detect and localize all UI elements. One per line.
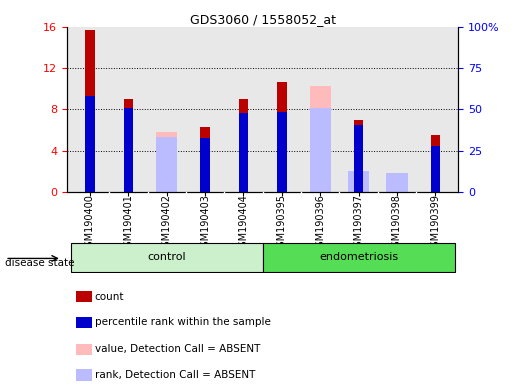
- Text: value, Detection Call = ABSENT: value, Detection Call = ABSENT: [95, 344, 260, 354]
- Text: rank, Detection Call = ABSENT: rank, Detection Call = ABSENT: [95, 370, 255, 380]
- Bar: [354, 120, 364, 192]
- Bar: [310, 86, 331, 192]
- Text: GSM190403: GSM190403: [200, 195, 210, 253]
- Bar: [200, 127, 210, 192]
- Bar: [76, 344, 92, 355]
- Bar: [310, 108, 331, 192]
- Text: GSM190402: GSM190402: [162, 195, 171, 253]
- Bar: [156, 137, 177, 192]
- Bar: [85, 30, 95, 192]
- Bar: [354, 125, 364, 192]
- Text: control: control: [147, 252, 186, 262]
- Text: endometriosis: endometriosis: [319, 252, 398, 262]
- Bar: [76, 369, 92, 381]
- Bar: [431, 146, 440, 192]
- Bar: [200, 138, 210, 192]
- Bar: [76, 317, 92, 328]
- Bar: [386, 174, 407, 192]
- Text: disease state: disease state: [5, 258, 75, 268]
- Text: GSM190398: GSM190398: [392, 195, 402, 253]
- Title: GDS3060 / 1558052_at: GDS3060 / 1558052_at: [190, 13, 336, 26]
- Bar: [124, 99, 133, 192]
- FancyBboxPatch shape: [263, 243, 455, 272]
- Text: GSM190404: GSM190404: [238, 195, 248, 253]
- Bar: [238, 99, 248, 192]
- Bar: [238, 113, 248, 192]
- Bar: [386, 187, 407, 192]
- Text: GSM190401: GSM190401: [124, 195, 133, 253]
- Text: GSM190397: GSM190397: [354, 195, 364, 253]
- Text: GSM190399: GSM190399: [431, 195, 440, 253]
- Text: GSM190396: GSM190396: [315, 195, 325, 253]
- Text: percentile rank within the sample: percentile rank within the sample: [95, 318, 270, 328]
- FancyBboxPatch shape: [71, 243, 263, 272]
- Bar: [156, 132, 177, 192]
- Bar: [431, 135, 440, 192]
- Bar: [277, 81, 287, 192]
- Text: GSM190395: GSM190395: [277, 195, 287, 253]
- Bar: [85, 96, 95, 192]
- Bar: [348, 171, 369, 192]
- Bar: [76, 291, 92, 302]
- Text: GSM190400: GSM190400: [85, 195, 95, 253]
- Text: count: count: [95, 291, 124, 302]
- Bar: [124, 108, 133, 192]
- Bar: [277, 111, 287, 192]
